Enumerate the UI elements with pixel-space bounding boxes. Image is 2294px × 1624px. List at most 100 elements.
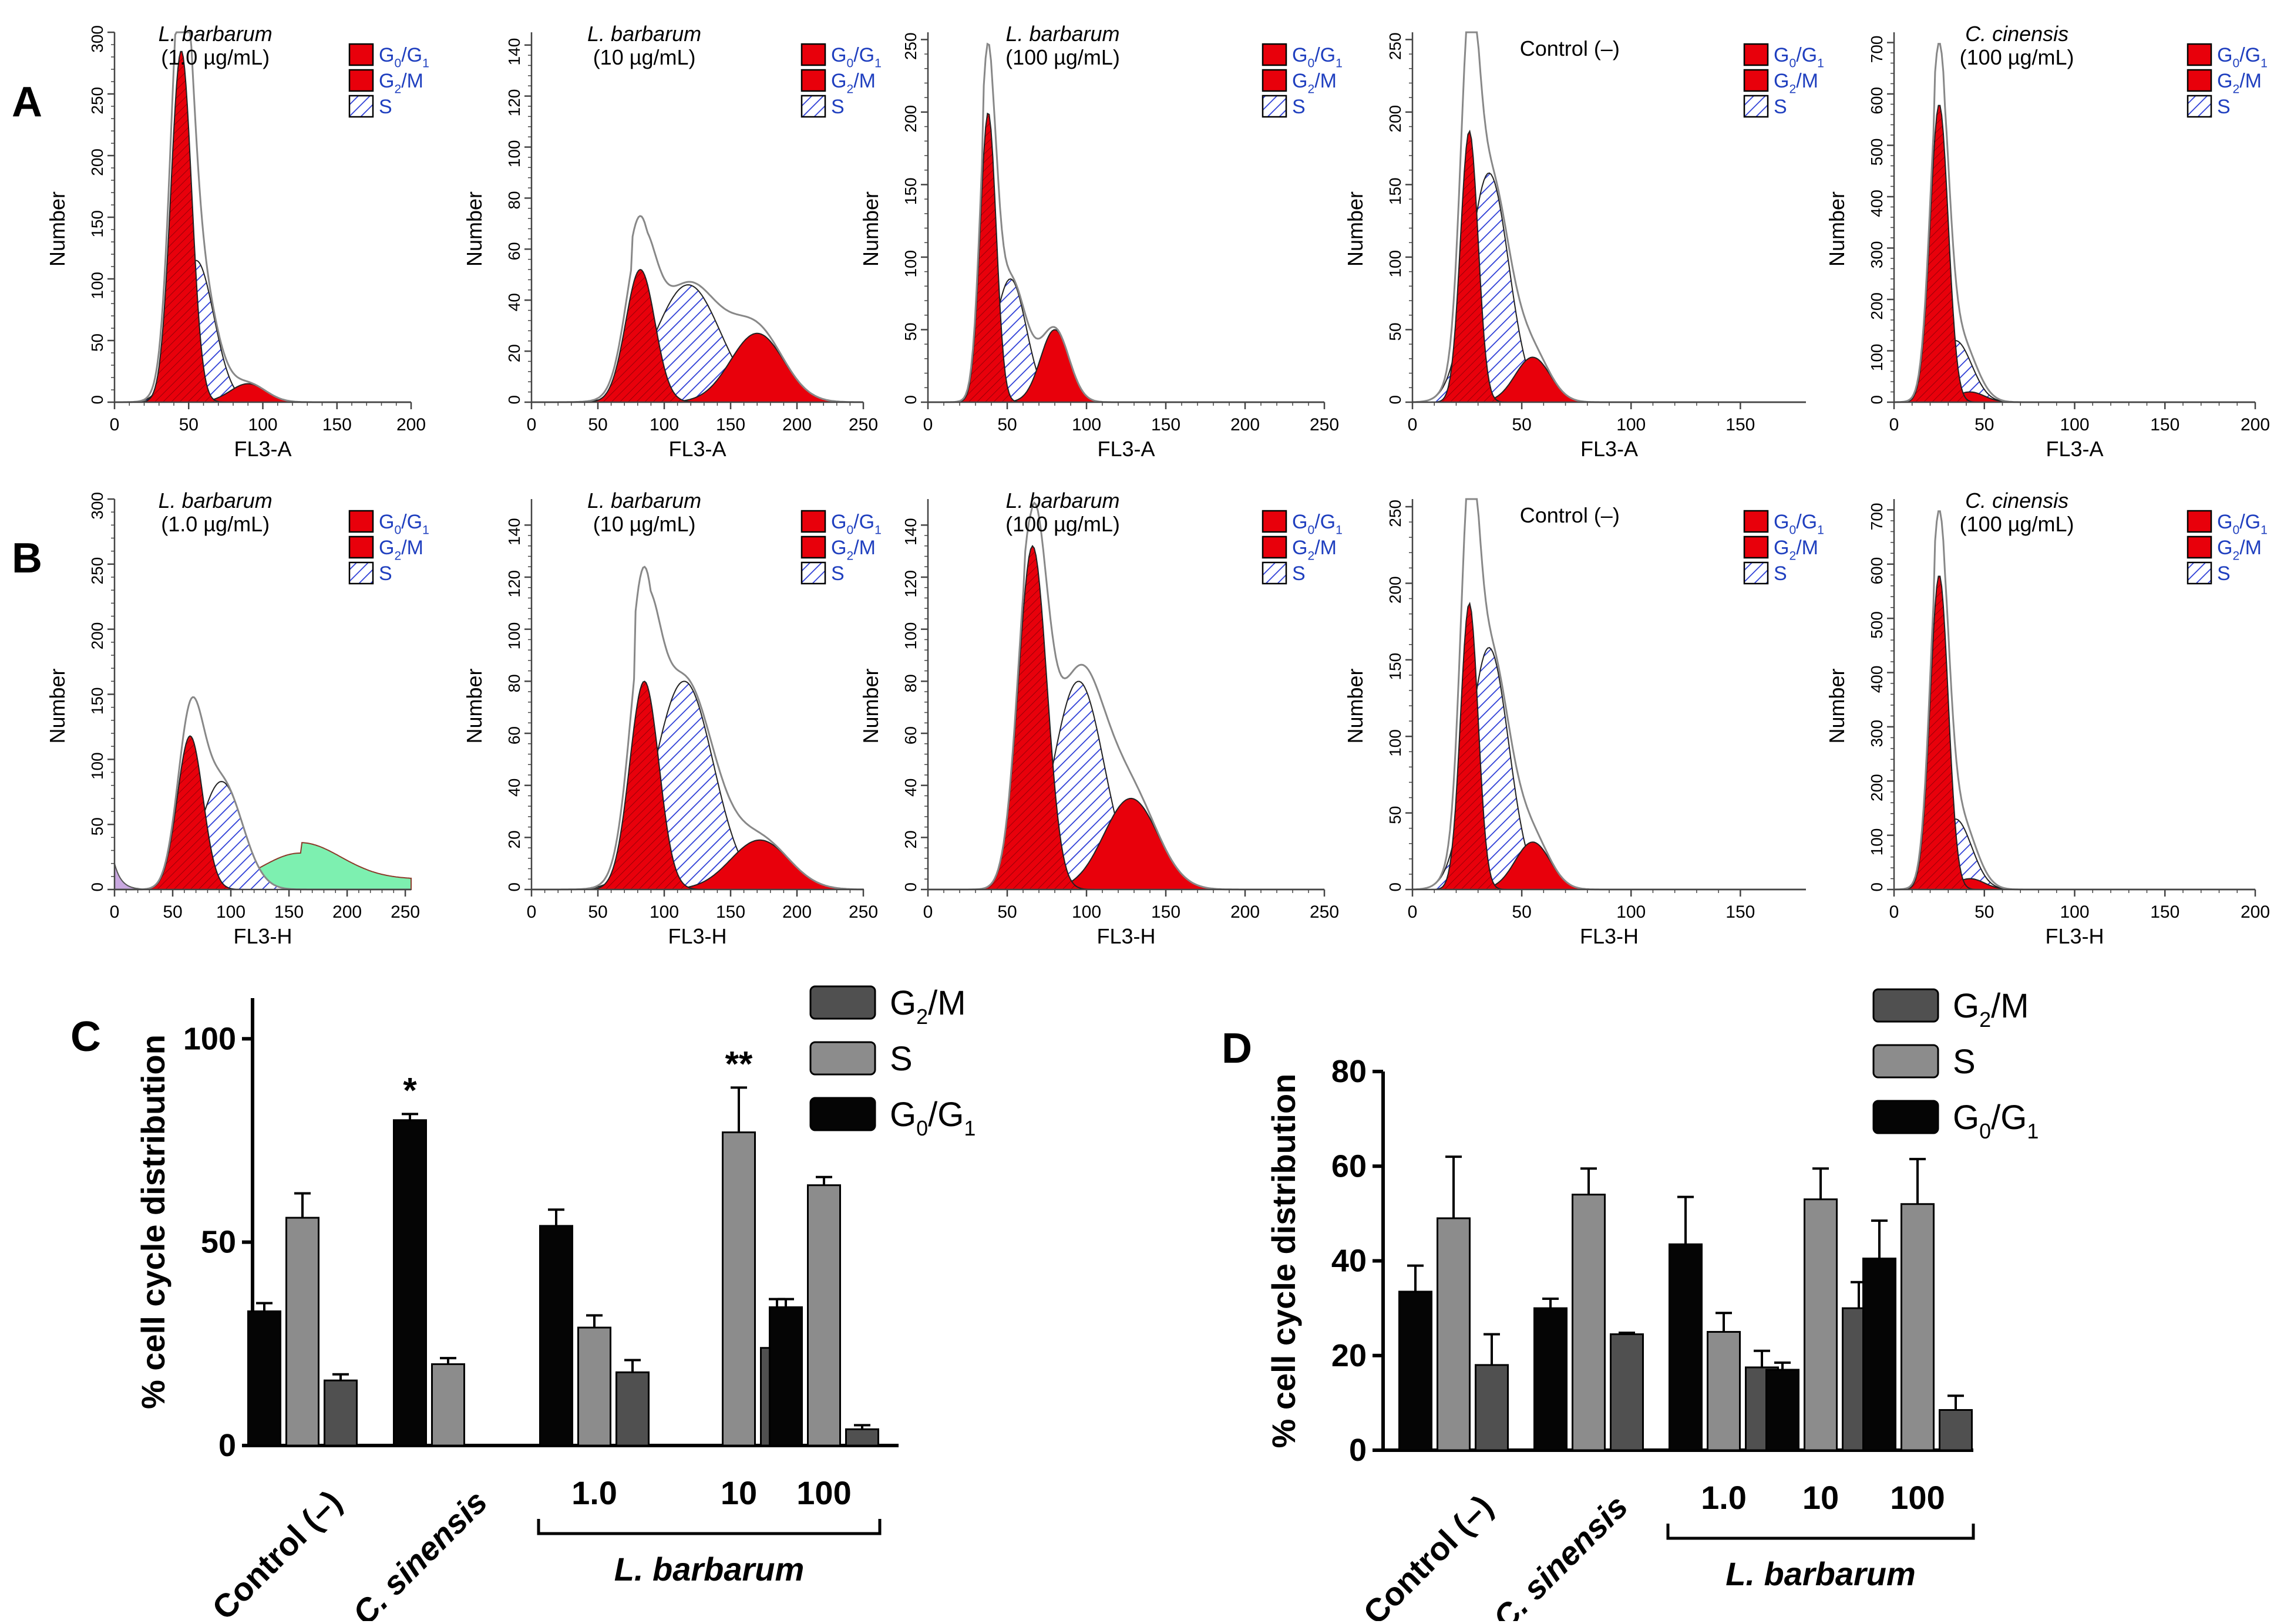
bar-g0g1 xyxy=(247,1310,281,1447)
x-tick-label: 100 xyxy=(1616,902,1646,922)
y-tick-label: 0 xyxy=(505,882,523,892)
x-tick-label: 50 xyxy=(588,415,607,434)
histogram-title: L. barbarum xyxy=(1005,488,1119,513)
bar-chart-c: 0 50 100 % cell cycle distribution Control (… xyxy=(134,984,976,1624)
x-tick-label: 150 xyxy=(2150,902,2179,922)
histogram-b-2: 0 20 40 60 80 100 120 140 0 50 100 150 200 250 FL3-H Nu… xyxy=(859,488,1343,948)
legend-label: S xyxy=(1953,1043,1976,1081)
x-tick-label: 0 xyxy=(110,902,120,922)
bracket-label: L. barbarum xyxy=(614,1551,805,1588)
x-group-label: 10 xyxy=(721,1474,757,1511)
panel-label-a: A xyxy=(12,79,42,126)
x-tick-label: 0 xyxy=(527,902,537,922)
histogram-a-2: 0 50 100 150 200 250 0 50 100 150 200 250 FL3-A Numbe… xyxy=(859,22,1343,461)
legend-label-g2m: G2/M xyxy=(379,537,423,563)
bar-g0g1 xyxy=(769,1306,803,1447)
y-axis-label: Number xyxy=(462,668,486,743)
legend-label-g0g1: G0/G1 xyxy=(1292,511,1343,537)
bar-g2m xyxy=(1610,1333,1644,1451)
y-tick-label: 60 xyxy=(505,726,523,744)
legend-label-g0g1: G0/G1 xyxy=(2217,511,2268,537)
y-axis-label: Number xyxy=(859,191,883,267)
y-tick-label: 50 xyxy=(1386,806,1404,824)
legend-label-s: S xyxy=(831,562,845,585)
y-tick-label: 80 xyxy=(505,191,523,209)
legend-label-s: S xyxy=(1292,562,1306,585)
bar-s xyxy=(722,1131,756,1447)
total-envelope xyxy=(532,215,863,403)
panel-label-c: C xyxy=(70,1013,101,1060)
y-axis-label: % cell cycle distribution xyxy=(134,1035,171,1409)
legend-swatch-s xyxy=(2187,95,2212,118)
x-tick-label: 150 xyxy=(716,902,745,922)
x-tick-label: 100 xyxy=(1072,902,1101,922)
bar-s xyxy=(431,1363,465,1447)
y-axis-label: Number xyxy=(1825,191,1849,267)
bar-g0g1 xyxy=(1533,1307,1568,1451)
total-envelope xyxy=(115,696,411,891)
bar-g0g1 xyxy=(1669,1243,1703,1451)
y-tick-label: 0 xyxy=(902,882,920,892)
x-tick-label: 100 xyxy=(1072,415,1101,434)
bar-s xyxy=(807,1184,841,1447)
x-tick-label: 50 xyxy=(163,902,182,922)
legend-swatch-g2m xyxy=(1743,69,1769,92)
y-tick-label: 0 xyxy=(902,395,920,405)
legend-swatch xyxy=(1872,1044,1939,1079)
x-group-label: 1.0 xyxy=(1701,1479,1747,1516)
x-axis-label: FL3-H xyxy=(233,924,292,948)
g0g1-peak-texture xyxy=(1894,576,2255,890)
x-tick-label: 50 xyxy=(1512,415,1531,434)
legend-swatch-g2m xyxy=(1262,69,1287,92)
legend-label-g0g1: G0/G1 xyxy=(1774,511,1824,537)
x-group-label: 10 xyxy=(1802,1479,1839,1516)
x-group-label: 1.0 xyxy=(571,1474,617,1511)
legend-label-g2m: G2/M xyxy=(831,70,876,96)
histogram-b-4: 0 100 200 300 400 500 600 700 0 50 100 150 200 FL3-H N… xyxy=(1825,488,2270,948)
g0g1-peak-texture xyxy=(115,736,411,890)
y-tick-label: 150 xyxy=(88,688,106,715)
legend-swatch-g2m xyxy=(1262,535,1287,559)
x-tick-label: 100 xyxy=(248,415,277,434)
legend-swatch-s xyxy=(1743,95,1769,118)
x-tick-label: 200 xyxy=(782,415,812,434)
histogram-concentration: (1.0 µg/mL) xyxy=(161,512,270,536)
legend-swatch-g2m xyxy=(2187,535,2212,559)
y-tick-label: 100 xyxy=(1868,828,1886,856)
bar-s xyxy=(1437,1217,1471,1451)
s-phase-area xyxy=(532,680,863,890)
legend-label-g2m: G2/M xyxy=(1292,537,1337,563)
legend-label: G0/G1 xyxy=(890,1096,976,1140)
x-axis-label: FL3-A xyxy=(1580,437,1638,461)
legend-label-s: S xyxy=(1774,562,1787,585)
y-tick-label: 100 xyxy=(902,250,920,278)
legend-label-s: S xyxy=(379,96,392,118)
legend-swatch-g0g1 xyxy=(2187,510,2212,533)
x-tick-label: 0 xyxy=(923,902,933,922)
legend-label-g0g1: G0/G1 xyxy=(831,44,882,70)
y-axis-label: % cell cycle distribution xyxy=(1265,1074,1302,1448)
y-tick-label: 200 xyxy=(88,149,106,176)
legend-swatch-g0g1 xyxy=(800,43,826,66)
legend-swatch-s xyxy=(1262,561,1287,585)
y-axis-label: Number xyxy=(1825,668,1849,743)
legend-swatch-g2m xyxy=(800,535,826,559)
legend-label: S xyxy=(890,1040,913,1078)
g0g1-peak-texture xyxy=(928,113,1324,403)
x-tick-label: 100 xyxy=(650,902,679,922)
y-tick-label: 120 xyxy=(505,570,523,598)
significance-marker: ** xyxy=(725,1044,753,1083)
legend-swatch xyxy=(809,1097,876,1131)
legend-swatch-g2m xyxy=(800,69,826,92)
histogram-concentration: (100 µg/mL) xyxy=(1960,512,2074,536)
histogram-a-3: 0 50 100 150 200 250 0 50 100 150 FL3-A Number Contr… xyxy=(1343,31,1824,461)
histogram-title: L. barbarum xyxy=(1005,22,1119,46)
legend-label-s: S xyxy=(1774,96,1787,118)
x-tick-label: 0 xyxy=(1408,415,1418,434)
y-tick-label: 700 xyxy=(1868,36,1886,63)
y-tick-label: 100 xyxy=(183,1021,236,1056)
histogram-title: C. cinensis xyxy=(1965,488,2068,513)
legend-swatch-g0g1 xyxy=(1743,510,1769,533)
legend-label-g2m: G2/M xyxy=(2217,537,2262,563)
